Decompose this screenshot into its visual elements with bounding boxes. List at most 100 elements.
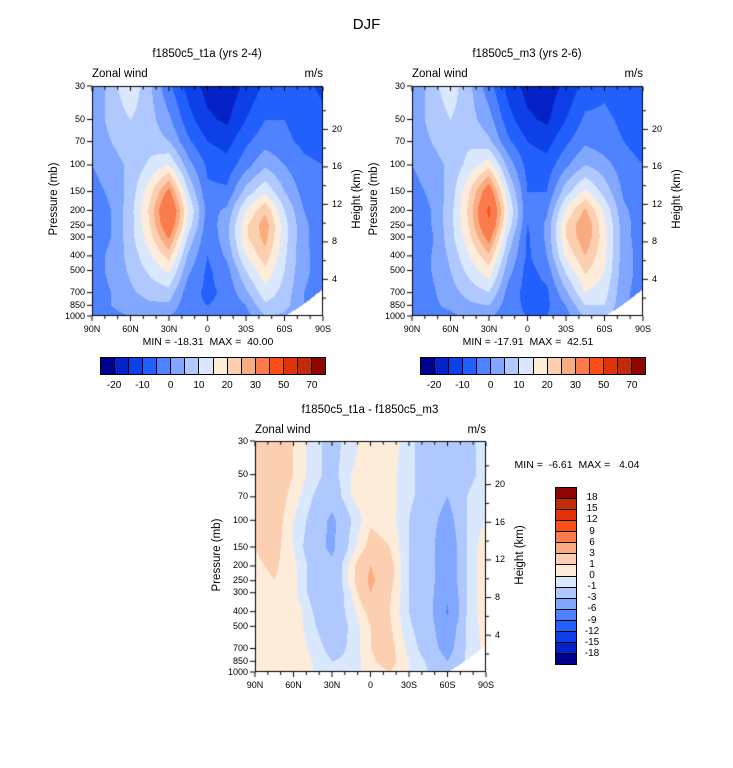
pressure-tick-label: 100 (232, 514, 248, 525)
latitude-tick-label: 30S (400, 680, 417, 690)
panel-title: f1850c5_m3 (yrs 2-6) (472, 48, 582, 60)
pressure-tick-label: 850 (232, 655, 248, 666)
colorbar-segment (574, 357, 590, 375)
pressure-tick-label: 400 (232, 606, 248, 617)
pressure-tick-label: 400 (69, 250, 85, 261)
colorbar-segment (128, 357, 144, 375)
colorbar-segment (420, 357, 436, 375)
latitude-tick-label: 0 (524, 324, 530, 334)
height-tick-label: 12 (652, 198, 663, 209)
height-tick-label: 16 (495, 516, 506, 527)
latitude-tick-label: 60N (442, 324, 459, 334)
colorbar-segment (546, 357, 562, 375)
colorbar-segment (532, 357, 548, 375)
pressure-tick-label: 30 (394, 80, 405, 91)
pressure-tick-label: 200 (389, 204, 405, 215)
minmax-label: MIN = -17.91 MAX = 42.51 (462, 336, 594, 348)
colorbar-tick-label: 70 (626, 380, 638, 391)
colorbar-segment (212, 357, 228, 375)
pressure-tick-label: 70 (237, 491, 248, 502)
pressure-tick-label: 100 (69, 159, 85, 170)
pressure-tick-label: 100 (389, 159, 405, 170)
colorbar-tick-label: 30 (249, 380, 261, 391)
height-tick-label: 8 (332, 236, 338, 247)
colorbar-tick-label: 50 (278, 380, 290, 391)
colorbar-segment (462, 357, 478, 375)
height-tick-label: 20 (332, 123, 343, 134)
colorbar-tick-label: -1 (587, 581, 597, 593)
height-tick-label: 12 (332, 198, 343, 209)
pressure-tick-label: 150 (389, 186, 405, 197)
pressure-tick-label: 850 (389, 299, 405, 310)
colorbar-segment (630, 357, 646, 375)
colorbar-segment (100, 357, 116, 375)
pressure-tick-label: 70 (74, 136, 85, 147)
colorbar-segment (170, 357, 186, 375)
colorbar-segment (142, 357, 158, 375)
height-tick-label: 4 (652, 273, 658, 284)
pressure-tick-label: 300 (232, 587, 248, 598)
colorbar-segment (240, 357, 256, 375)
units-label: m/s (624, 68, 643, 80)
contour-plot-canvas (84, 78, 331, 324)
latitude-tick-label: 60S (439, 680, 456, 690)
colorbar-segment (504, 357, 520, 375)
height-tick-label: 12 (495, 554, 506, 565)
colorbar-segment (156, 357, 172, 375)
colorbar-segment (476, 357, 492, 375)
latitude-tick-label: 90S (314, 324, 331, 334)
height-tick-label: 4 (332, 273, 338, 284)
colorbar-segment (490, 357, 506, 375)
colorbar-segment (296, 357, 312, 375)
colorbar-segment (616, 357, 632, 375)
latitude-tick-label: 90N (246, 680, 264, 690)
colorbar-segment (226, 357, 242, 375)
figure-title: DJF (352, 16, 381, 33)
colorbar-tick-label: 12 (586, 514, 598, 526)
pressure-tick-label: 500 (389, 265, 405, 276)
colorbar-tick-label: 20 (221, 380, 233, 391)
pressure-tick-label: 1000 (384, 310, 405, 321)
colorbar-segment (518, 357, 534, 375)
pressure-tick-label: 150 (232, 541, 248, 552)
colorbar-tick-label: 0 (167, 380, 174, 391)
colorbar-tick-label: -18 (584, 647, 600, 659)
units-label: m/s (304, 68, 323, 80)
colorbar (420, 357, 646, 375)
colorbar-segment (198, 357, 214, 375)
colorbar-tick-label: 9 (589, 525, 595, 537)
colorbar-tick-label: -9 (587, 614, 597, 626)
colorbar-segment (434, 357, 450, 375)
latitude-tick-label: 30N (323, 680, 341, 690)
colorbar-tick-label: 0 (487, 380, 494, 391)
colorbar-tick-label: -15 (584, 636, 600, 648)
colorbar-tick-label: -10 (135, 380, 150, 391)
colorbar-tick-label: 70 (306, 380, 318, 391)
colorbar-segment (560, 357, 576, 375)
colorbar-segment (555, 652, 577, 665)
colorbar-segment (114, 357, 130, 375)
colorbar-tick-label: 0 (589, 570, 595, 581)
colorbar-segment (448, 357, 464, 375)
colorbar-segment (254, 357, 270, 375)
latitude-tick-label: 90N (83, 324, 101, 334)
pressure-tick-label: 200 (232, 560, 248, 571)
pressure-tick-label: 50 (74, 114, 85, 124)
colorbar-tick-label: 20 (541, 380, 553, 391)
pressure-tick-label: 250 (389, 219, 405, 230)
colorbar-tick-label: 1 (589, 558, 595, 570)
latitude-tick-label: 30N (480, 324, 498, 334)
pressure-tick-label: 400 (389, 250, 405, 261)
pressure-tick-label: 50 (237, 469, 248, 480)
contour-plot-canvas (404, 78, 651, 324)
latitude-tick-label: 30S (557, 324, 574, 334)
colorbar-tick-label: -20 (106, 380, 122, 391)
colorbar-segment (282, 357, 298, 375)
colorbar-tick-label: -20 (426, 380, 442, 391)
colorbar-tick-label: 30 (569, 380, 581, 391)
pressure-tick-label: 300 (389, 231, 405, 242)
pressure-tick-label: 30 (237, 435, 248, 446)
height-tick-label: 16 (652, 161, 663, 172)
latitude-tick-label: 0 (204, 324, 210, 334)
pressure-tick-label: 250 (232, 575, 248, 586)
